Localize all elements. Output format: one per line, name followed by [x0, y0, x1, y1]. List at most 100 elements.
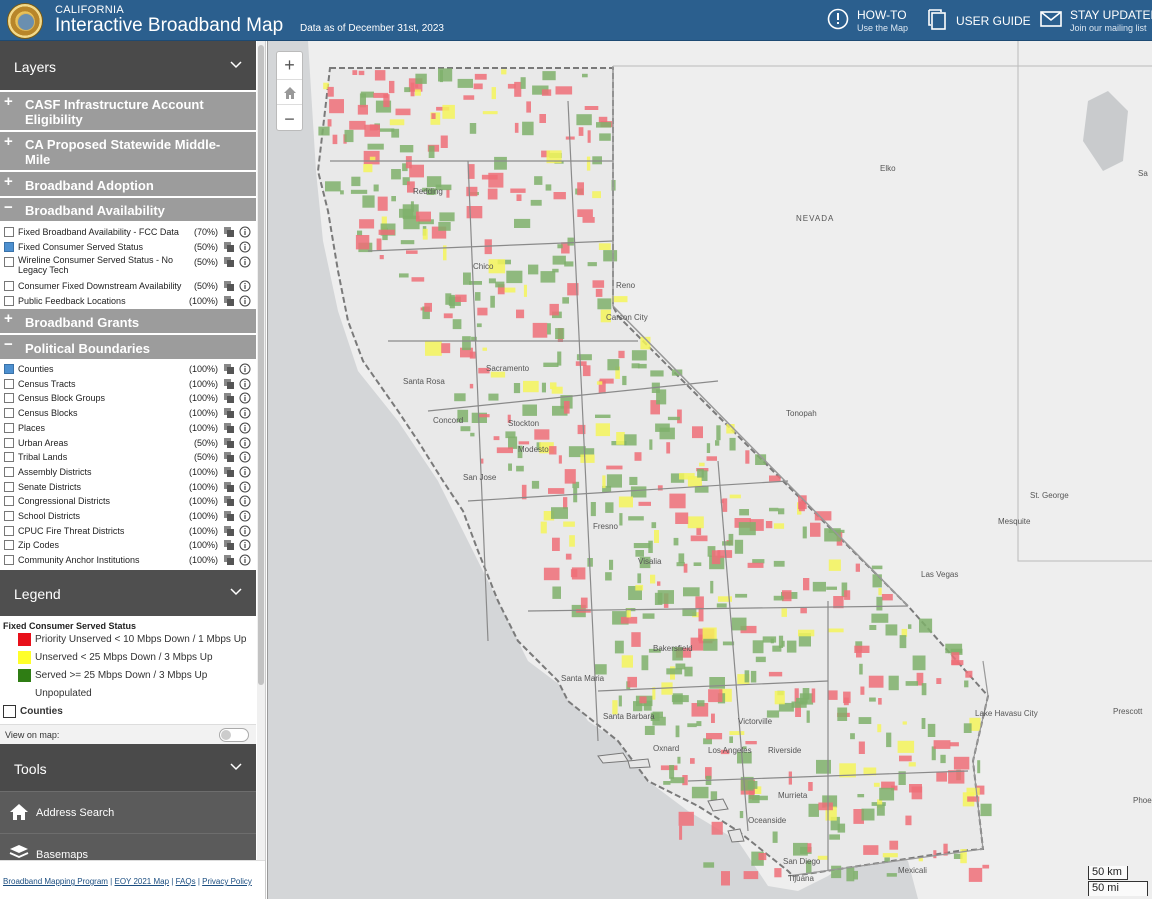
opacity-stack-icon[interactable]: [223, 363, 235, 375]
group-political[interactable]: − Political Boundaries: [0, 335, 256, 361]
info-icon[interactable]: [239, 422, 251, 434]
opacity-stack-icon[interactable]: [223, 407, 235, 419]
layer-checkbox[interactable]: [4, 422, 14, 433]
layer-row[interactable]: Census Tracts (100%): [0, 377, 256, 392]
layer-row[interactable]: Congressional Districts (100%): [0, 494, 256, 509]
link-privacy[interactable]: Privacy Policy: [202, 877, 252, 886]
layer-checkbox[interactable]: [4, 511, 14, 521]
layer-row[interactable]: Public Feedback Locations (100%): [0, 294, 256, 309]
layer-row[interactable]: Fixed Consumer Served Status (50%): [0, 240, 256, 255]
group-casf[interactable]: + CASF Infrastructure Account Eligibilit…: [0, 92, 256, 132]
layer-checkbox[interactable]: [4, 393, 14, 404]
opacity-stack-icon[interactable]: [223, 510, 235, 522]
layer-checkbox[interactable]: [4, 437, 14, 448]
info-icon[interactable]: [239, 241, 251, 253]
tools-panel-header[interactable]: Tools: [0, 744, 256, 791]
layer-row[interactable]: Census Block Groups (100%): [0, 391, 256, 406]
layer-checkbox[interactable]: [4, 257, 14, 267]
layer-checkbox[interactable]: [4, 481, 14, 492]
zoom-in-button[interactable]: +: [284, 55, 295, 75]
info-icon[interactable]: [239, 256, 251, 268]
layer-row[interactable]: Fixed Broadband Availability - FCC Data (…: [0, 225, 256, 240]
layer-row[interactable]: Senate Districts (100%): [0, 480, 256, 495]
opacity-stack-icon[interactable]: [223, 539, 235, 551]
info-icon[interactable]: [239, 407, 251, 419]
opacity-stack-icon[interactable]: [223, 392, 235, 404]
info-icon[interactable]: [239, 481, 251, 493]
group-adoption[interactable]: + Broadband Adoption: [0, 172, 256, 198]
group-grants[interactable]: + Broadband Grants: [0, 309, 256, 335]
info-icon[interactable]: [239, 525, 251, 537]
layer-checkbox[interactable]: [4, 540, 14, 551]
coverage-patch: [360, 91, 374, 98]
layer-checkbox[interactable]: [4, 364, 14, 374]
layer-checkbox[interactable]: [4, 296, 14, 306]
home-extent-button[interactable]: [277, 79, 302, 105]
layer-checkbox[interactable]: [4, 452, 14, 463]
info-icon[interactable]: [239, 451, 251, 463]
layer-row[interactable]: Places (100%): [0, 421, 256, 436]
opacity-stack-icon[interactable]: [223, 422, 235, 434]
layer-checkbox[interactable]: [4, 378, 14, 389]
info-icon[interactable]: [239, 466, 251, 478]
layer-row[interactable]: Urban Areas (50%): [0, 436, 256, 451]
layers-panel-header[interactable]: Layers: [0, 41, 256, 90]
zoom-out-button[interactable]: −: [284, 109, 295, 129]
link-faqs[interactable]: FAQs: [175, 877, 196, 886]
info-icon[interactable]: [239, 495, 251, 507]
tool-address-search[interactable]: Address Search: [0, 791, 256, 833]
layer-checkbox[interactable]: [4, 525, 14, 536]
opacity-stack-icon[interactable]: [223, 525, 235, 537]
opacity-stack-icon[interactable]: [223, 466, 235, 478]
layer-row[interactable]: Census Blocks (100%): [0, 406, 256, 421]
info-icon[interactable]: [239, 226, 251, 238]
link-eoy-map[interactable]: EOY 2021 Map: [114, 877, 170, 886]
info-icon[interactable]: [239, 280, 251, 292]
opacity-stack-icon[interactable]: [223, 495, 235, 507]
layer-row[interactable]: School Districts (100%): [0, 509, 256, 524]
opacity-stack-icon[interactable]: [223, 295, 235, 307]
opacity-stack-icon[interactable]: [223, 256, 235, 268]
layer-checkbox[interactable]: [4, 408, 14, 419]
view-on-map-toggle[interactable]: [219, 728, 249, 742]
map-canvas[interactable]: Elko Reno Carson City Tonopah St. George Mesq…: [267, 41, 1152, 899]
info-icon[interactable]: [239, 539, 251, 551]
layer-row[interactable]: Community Anchor Institutions (100%): [0, 553, 256, 568]
group-availability[interactable]: − Broadband Availability: [0, 198, 256, 223]
info-icon[interactable]: [239, 554, 251, 566]
opacity-stack-icon[interactable]: [223, 437, 235, 449]
group-middle-mile[interactable]: + CA Proposed Statewide Middle-Mile: [0, 132, 256, 172]
layer-row[interactable]: Zip Codes (100%): [0, 538, 256, 553]
opacity-stack-icon[interactable]: [223, 554, 235, 566]
layer-row[interactable]: Assembly Districts (100%): [0, 465, 256, 480]
opacity-stack-icon[interactable]: [223, 280, 235, 292]
layer-checkbox[interactable]: [4, 281, 14, 291]
layer-checkbox[interactable]: [4, 466, 14, 477]
info-icon[interactable]: [239, 510, 251, 522]
info-icon[interactable]: [239, 363, 251, 375]
layer-checkbox[interactable]: [4, 555, 14, 566]
scrollbar-thumb[interactable]: [258, 45, 264, 685]
layer-checkbox[interactable]: [4, 496, 14, 507]
coverage-patch: [541, 150, 550, 158]
layer-row[interactable]: Wireline Consumer Served Status - No Leg…: [0, 255, 256, 277]
tool-basemaps[interactable]: Basemaps: [0, 833, 256, 861]
info-icon[interactable]: [239, 378, 251, 390]
opacity-stack-icon[interactable]: [223, 481, 235, 493]
info-icon[interactable]: [239, 437, 251, 449]
opacity-stack-icon[interactable]: [223, 226, 235, 238]
info-icon[interactable]: [239, 295, 251, 307]
opacity-stack-icon[interactable]: [223, 378, 235, 390]
info-icon[interactable]: [239, 392, 251, 404]
legend-panel-header[interactable]: Legend: [0, 570, 256, 616]
layer-checkbox[interactable]: [4, 227, 14, 237]
opacity-stack-icon[interactable]: [223, 241, 235, 253]
layer-row[interactable]: Consumer Fixed Downstream Availability (5…: [0, 279, 256, 294]
layer-row[interactable]: CPUC Fire Threat Districts (100%): [0, 524, 256, 539]
layer-row[interactable]: Counties (100%): [0, 362, 256, 377]
opacity-stack-icon[interactable]: [223, 451, 235, 463]
link-broadband-program[interactable]: Broadband Mapping Program: [3, 877, 108, 886]
sidebar-scrollbar[interactable]: [257, 41, 265, 899]
layer-row[interactable]: Tribal Lands (50%): [0, 450, 256, 465]
layer-checkbox[interactable]: [4, 242, 14, 252]
